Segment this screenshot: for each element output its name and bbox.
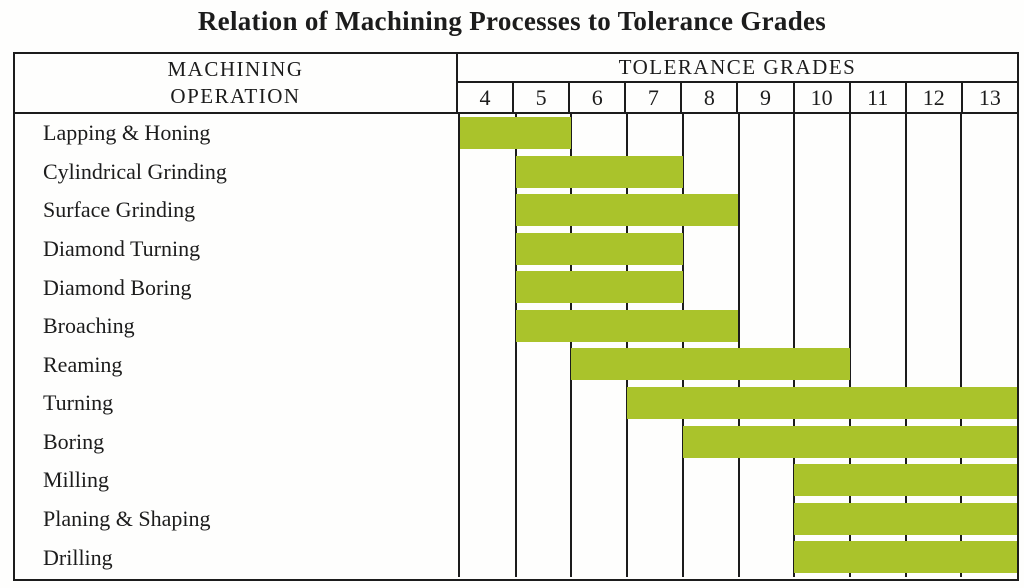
- grade-column-label: 10: [792, 83, 849, 112]
- grid-line: [681, 114, 684, 577]
- grade-column-label: 9: [736, 83, 792, 112]
- grade-column-label: 6: [568, 83, 624, 112]
- grade-range-bar: [627, 387, 1017, 420]
- operation-label: Drilling: [43, 544, 113, 570]
- operation-label: Lapping & Honing: [43, 120, 211, 146]
- operation-label: Diamond Boring: [43, 274, 192, 300]
- table-row: Milling: [15, 461, 1017, 500]
- table-row: Surface Grinding: [15, 191, 1017, 230]
- operation-label: Broaching: [43, 313, 135, 339]
- table-row: Diamond Boring: [15, 268, 1017, 307]
- operation-header-line2: OPERATION: [170, 84, 301, 108]
- grade-range-bar: [515, 155, 683, 188]
- grade-range-bar: [460, 117, 572, 149]
- table-row: Lapping & Honing: [15, 114, 1017, 153]
- grade-range-area: [460, 114, 1017, 153]
- grid-line: [626, 114, 629, 577]
- table-row: Broaching: [15, 307, 1017, 346]
- table-row: Drilling: [15, 538, 1017, 577]
- table-row: Planing & Shaping: [15, 500, 1017, 539]
- table-row: Boring: [15, 423, 1017, 462]
- grade-range-area: [460, 230, 1017, 269]
- grid-line: [514, 114, 517, 577]
- grade-column-label: 11: [848, 83, 905, 112]
- grid-line: [848, 114, 851, 577]
- grade-range-bar: [682, 425, 1017, 458]
- grid-lines: [460, 114, 1017, 577]
- operation-label: Planing & Shaping: [43, 506, 211, 532]
- table-row: Diamond Turning: [15, 230, 1017, 269]
- operation-label: Diamond Turning: [43, 236, 201, 262]
- grade-range-area: [460, 345, 1017, 384]
- grade-range-area: [460, 307, 1017, 346]
- grade-range-area: [460, 153, 1017, 192]
- grade-range-bar: [515, 232, 683, 265]
- operation-label: Turning: [43, 390, 114, 416]
- operation-header-line1: MACHINING: [167, 57, 304, 81]
- grade-range-bar: [571, 348, 850, 381]
- grade-range-area: [460, 423, 1017, 462]
- grid-line: [793, 114, 796, 577]
- grades-column-header: TOLERANCE GRADES 4 5 6 7 8 9 10 11 12 13: [458, 54, 1017, 112]
- grade-column-label: 8: [680, 83, 736, 112]
- table-row: Reaming: [15, 345, 1017, 384]
- table-row: Cylindrical Grinding: [15, 153, 1017, 192]
- table-row: Turning: [15, 384, 1017, 423]
- grade-range-area: [460, 538, 1017, 577]
- grade-range-bar: [794, 464, 1017, 497]
- operation-label: Surface Grinding: [43, 197, 196, 223]
- grid-line: [904, 114, 907, 577]
- grid-line: [960, 114, 963, 577]
- grade-column-label: 5: [512, 83, 568, 112]
- grid-line: [737, 114, 740, 577]
- operation-label: Boring: [43, 428, 105, 454]
- grade-column-label: 7: [624, 83, 680, 112]
- grade-range-bar: [515, 309, 739, 342]
- grade-range-area: [460, 384, 1017, 423]
- table-body: Lapping & Honing Cylindrical Grinding Surf…: [15, 114, 1017, 577]
- grades-header-title: TOLERANCE GRADES: [458, 54, 1017, 83]
- grid-line: [570, 114, 573, 577]
- grade-column-label: 4: [479, 85, 491, 110]
- grade-column-label: 12: [904, 83, 961, 112]
- grade-range-bar: [794, 541, 1017, 574]
- grade-tick-row: 4 5 6 7 8 9 10 11 12 13: [458, 83, 1017, 112]
- grade-range-area: [460, 461, 1017, 500]
- grade-range-area: [460, 500, 1017, 539]
- column-divider-line: [458, 114, 460, 577]
- operation-label: Milling: [43, 467, 110, 493]
- grade-range-area: [460, 268, 1017, 307]
- operation-label: Reaming: [43, 351, 123, 377]
- grade-range-bar: [515, 194, 739, 227]
- page-title: Relation of Machining Processes to Toler…: [197, 6, 827, 36]
- chart-rows: Lapping & Honing Cylindrical Grinding Surf…: [15, 114, 1017, 577]
- grade-column-label: 13: [960, 83, 1017, 112]
- grade-range-bar: [794, 502, 1017, 535]
- operation-label: Cylindrical Grinding: [43, 158, 227, 184]
- grade-range-area: [460, 191, 1017, 230]
- operation-column-header: MACHINING OPERATION: [15, 54, 458, 112]
- grade-range-bar: [515, 271, 683, 304]
